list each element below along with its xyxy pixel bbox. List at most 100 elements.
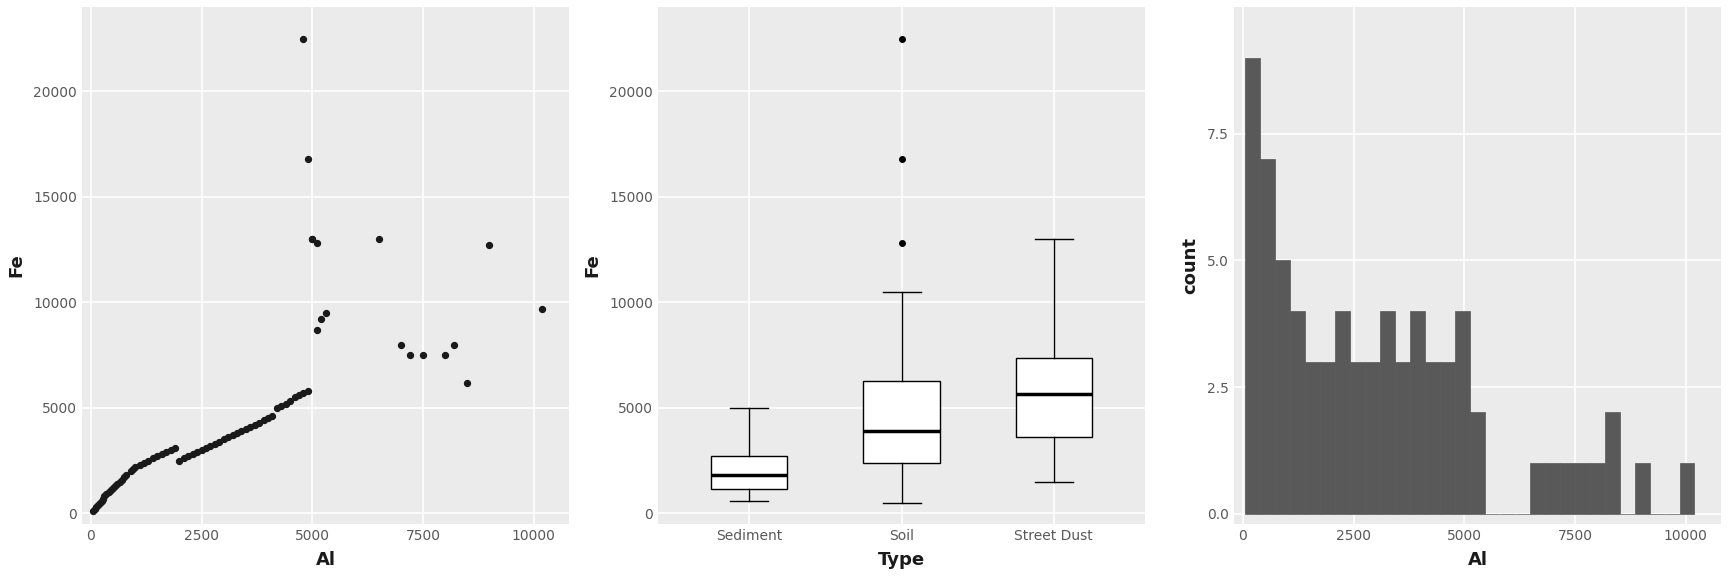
Bar <box>1350 362 1365 514</box>
Point <box>432 350 460 359</box>
Bar <box>1260 159 1275 514</box>
Point <box>263 403 290 412</box>
Bar <box>1455 311 1471 514</box>
Bar <box>1336 311 1350 514</box>
Point <box>268 401 295 410</box>
Point <box>311 308 339 317</box>
Point <box>276 397 304 406</box>
Point <box>240 420 268 429</box>
Point <box>410 350 437 359</box>
Point <box>105 477 133 486</box>
Point <box>302 325 330 334</box>
Point <box>280 393 308 402</box>
Bar <box>1574 463 1590 514</box>
Point <box>81 505 109 514</box>
Point <box>387 340 415 349</box>
Bar <box>1365 362 1381 514</box>
Point <box>169 454 197 463</box>
X-axis label: Al: Al <box>316 551 335 569</box>
Bar <box>1471 412 1484 514</box>
Point <box>214 433 242 442</box>
Point <box>93 490 121 499</box>
Point <box>95 488 123 497</box>
Point <box>206 437 233 446</box>
Point <box>183 448 211 457</box>
Point <box>112 471 140 480</box>
Y-axis label: count: count <box>1180 237 1199 294</box>
Point <box>308 314 335 324</box>
Point <box>232 425 259 434</box>
Y-axis label: Fe: Fe <box>582 253 601 277</box>
Point <box>237 422 264 431</box>
Point <box>254 414 282 423</box>
Bar <box>1635 463 1650 514</box>
Point <box>223 429 251 438</box>
Point <box>111 473 138 482</box>
Point <box>219 431 247 440</box>
Bar <box>1275 260 1291 514</box>
Point <box>126 460 154 469</box>
Point <box>157 445 185 454</box>
Point <box>83 502 111 511</box>
Point <box>192 444 219 453</box>
Bar <box>1305 362 1320 514</box>
Point <box>149 450 176 459</box>
Point <box>166 456 194 465</box>
Bar <box>1439 362 1455 514</box>
Point <box>228 426 256 435</box>
Point <box>104 479 131 488</box>
Point <box>529 304 556 313</box>
Point <box>102 482 130 491</box>
Point <box>290 388 318 397</box>
Point <box>396 350 423 359</box>
Point <box>161 444 188 453</box>
Point <box>130 458 157 467</box>
Bar <box>1680 463 1695 514</box>
Point <box>188 445 216 454</box>
Bar <box>1560 463 1574 514</box>
Point <box>285 391 313 400</box>
Point <box>453 378 480 387</box>
Point <box>143 452 171 461</box>
Bar <box>1394 362 1410 514</box>
Point <box>271 399 299 408</box>
Point <box>121 463 149 472</box>
X-axis label: Type: Type <box>878 551 924 569</box>
Point <box>88 496 116 505</box>
Point <box>259 412 287 421</box>
Point <box>299 234 327 244</box>
Point <box>290 34 318 43</box>
Bar <box>1529 463 1545 514</box>
Point <box>90 494 118 503</box>
Bar <box>1426 362 1439 514</box>
Bar <box>1246 58 1260 514</box>
PathPatch shape <box>864 381 940 463</box>
Bar <box>1410 311 1426 514</box>
Point <box>86 498 114 507</box>
Point <box>79 507 107 516</box>
Point <box>119 464 147 473</box>
Point <box>180 450 207 459</box>
Point <box>197 441 225 450</box>
Bar <box>1605 412 1619 514</box>
Point <box>97 486 124 495</box>
Bar <box>1545 463 1560 514</box>
Point <box>365 234 392 244</box>
Bar <box>1291 311 1305 514</box>
Bar <box>1320 362 1336 514</box>
Bar <box>1381 311 1394 514</box>
Y-axis label: Fe: Fe <box>7 253 24 277</box>
Point <box>138 454 166 463</box>
Point <box>90 492 118 501</box>
PathPatch shape <box>712 456 788 489</box>
Point <box>175 452 202 461</box>
Point <box>294 386 321 396</box>
Point <box>109 475 137 484</box>
Point <box>245 418 273 427</box>
Point <box>135 456 162 465</box>
X-axis label: Al: Al <box>1467 551 1488 569</box>
Point <box>302 238 330 248</box>
Point <box>152 448 180 457</box>
Point <box>294 154 321 164</box>
Point <box>200 439 228 448</box>
